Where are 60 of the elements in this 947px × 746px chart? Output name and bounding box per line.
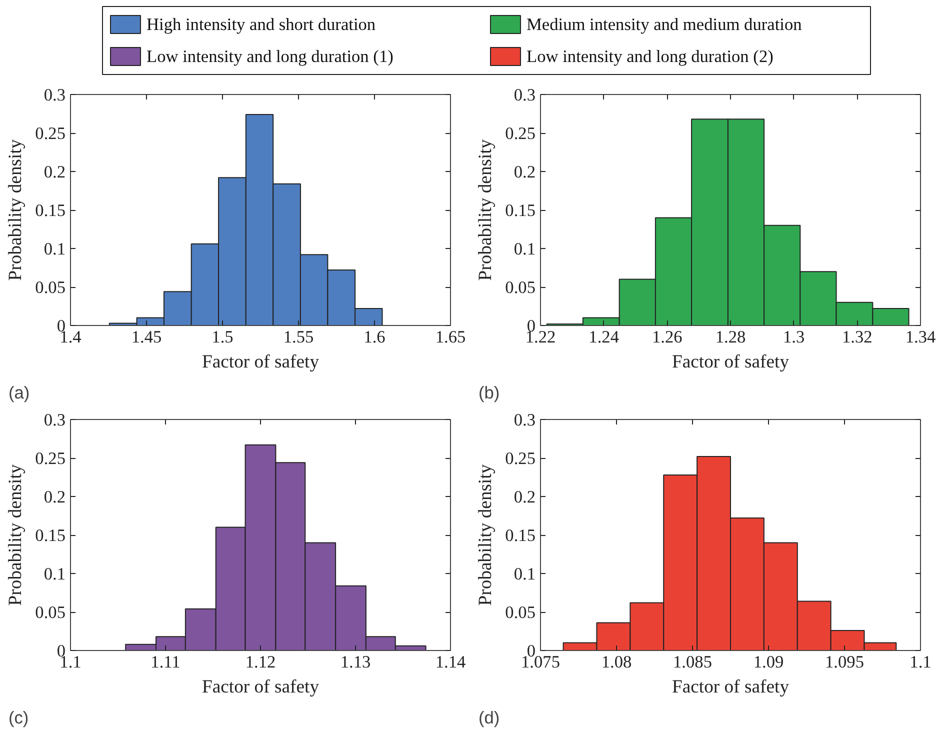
legend-label: Low intensity and long duration (2) bbox=[526, 47, 774, 66]
y-tick-label: 0.25 bbox=[35, 449, 66, 468]
y-tick-label: 0.15 bbox=[505, 526, 536, 545]
x-tick-label: 1.26 bbox=[652, 328, 683, 346]
y-tick-label: 0.05 bbox=[505, 278, 536, 297]
y-axis-title: Probability density bbox=[475, 464, 496, 606]
y-axis-title: Probability density bbox=[475, 138, 496, 281]
y-tick-label: 0.1 bbox=[44, 240, 66, 258]
y-tick-label: 0.1 bbox=[514, 240, 536, 258]
x-tick-label: 1.55 bbox=[283, 328, 314, 346]
x-tick-label: 1.3 bbox=[783, 328, 805, 346]
x-axis-title: Factor of safety bbox=[202, 676, 320, 698]
x-axis-title: Factor of safety bbox=[202, 352, 320, 372]
y-tick-label: 0.3 bbox=[514, 86, 536, 104]
x-tick-label: 1.32 bbox=[842, 328, 872, 346]
y-tick-label: 0.3 bbox=[44, 86, 66, 104]
y-tick-label: 0.1 bbox=[514, 564, 536, 584]
x-axis-title: Factor of safety bbox=[672, 676, 790, 698]
x-tick-label: 1.65 bbox=[435, 328, 466, 346]
text: (d) bbox=[478, 708, 500, 728]
x-tick-label: 1.1 bbox=[910, 652, 932, 672]
y-tick-label: 0.2 bbox=[44, 488, 66, 506]
x-tick-label: 1.24 bbox=[588, 328, 620, 346]
y-tick-label: 0.25 bbox=[35, 124, 66, 143]
y-tick-label: 0.15 bbox=[35, 201, 66, 220]
y-axis-title: Probability density bbox=[5, 138, 26, 281]
y-tick-label: 0.3 bbox=[514, 410, 536, 430]
y-axis-title: Probability density bbox=[5, 464, 26, 606]
y-tick-label: 0.15 bbox=[505, 201, 536, 220]
x-tick-label: 1.14 bbox=[435, 652, 466, 672]
y-tick-label: 0.2 bbox=[44, 162, 66, 182]
x-tick-label: 1.34 bbox=[905, 328, 936, 346]
y-tick-label: 0.05 bbox=[505, 603, 536, 622]
x-tick-label: 1.09 bbox=[753, 652, 784, 672]
text: (a) bbox=[8, 382, 30, 402]
text: (b) bbox=[478, 382, 500, 402]
y-tick-label: 0.05 bbox=[35, 278, 66, 297]
x-tick-label: 1.45 bbox=[131, 328, 162, 346]
x-axis-title: Factor of safety bbox=[672, 352, 790, 372]
text: (c) bbox=[8, 708, 29, 728]
y-tick-label: 0.3 bbox=[44, 410, 66, 430]
x-tick-label: 1.095 bbox=[825, 652, 864, 672]
x-tick-label: 1.5 bbox=[212, 328, 234, 346]
y-tick-label: 0.1 bbox=[44, 564, 66, 584]
x-tick-label: 1.12 bbox=[245, 652, 276, 672]
legend-label: High intensity and short duration bbox=[146, 15, 376, 34]
x-tick-label: 1.28 bbox=[715, 328, 746, 346]
y-tick-label: 0.15 bbox=[35, 526, 66, 545]
x-tick-label: 1.08 bbox=[601, 652, 632, 672]
x-tick-label: 1.6 bbox=[364, 328, 386, 346]
legend-label: Low intensity and long duration (1) bbox=[146, 47, 394, 66]
x-tick-label: 1.13 bbox=[340, 652, 371, 672]
x-tick-label: 1.11 bbox=[150, 652, 180, 672]
y-tick-label: 0.25 bbox=[505, 449, 536, 468]
y-tick-label: 0.2 bbox=[514, 488, 536, 506]
y-tick-label: 0.25 bbox=[505, 124, 536, 143]
y-tick-label: 0.2 bbox=[514, 162, 536, 182]
y-tick-label: 0.05 bbox=[35, 603, 66, 622]
legend-label: Medium intensity and medium duration bbox=[526, 15, 802, 34]
x-tick-label: 1.085 bbox=[673, 652, 712, 672]
